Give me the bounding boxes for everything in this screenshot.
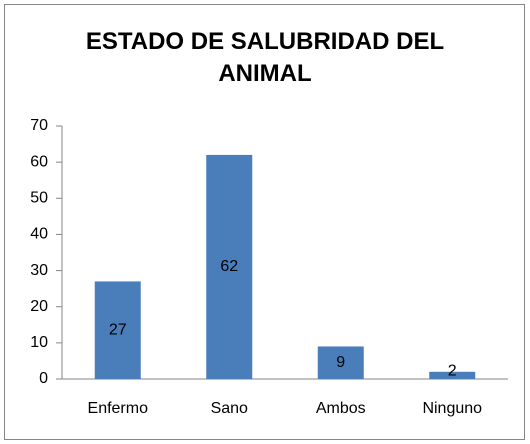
x-tick-label: Ninguno	[422, 400, 482, 417]
x-tick-label: Enfermo	[88, 400, 149, 417]
y-tick-label: 70	[30, 117, 48, 134]
bar	[206, 154, 253, 379]
data-label: 27	[109, 321, 127, 338]
y-tick-label: 40	[30, 226, 48, 243]
chart-title: ESTADO DE SALUBRIDAD DEL ANIMAL	[85, 28, 445, 87]
bar	[429, 371, 476, 379]
y-tick-label: 20	[30, 298, 48, 315]
data-label: 9	[336, 354, 345, 371]
data-label: 62	[220, 258, 238, 275]
y-tick-label: 60	[30, 153, 48, 170]
chart-border	[4, 4, 525, 440]
bar	[94, 281, 141, 379]
data-label: 2	[448, 363, 457, 380]
y-tick-label: 50	[30, 190, 48, 207]
x-tick-label: Sano	[211, 400, 248, 417]
y-tick-label: 0	[39, 370, 48, 387]
bar	[317, 346, 364, 379]
y-tick-label: 30	[30, 262, 48, 279]
x-tick-label: Ambos	[316, 400, 366, 417]
y-tick-label: 10	[30, 334, 48, 351]
